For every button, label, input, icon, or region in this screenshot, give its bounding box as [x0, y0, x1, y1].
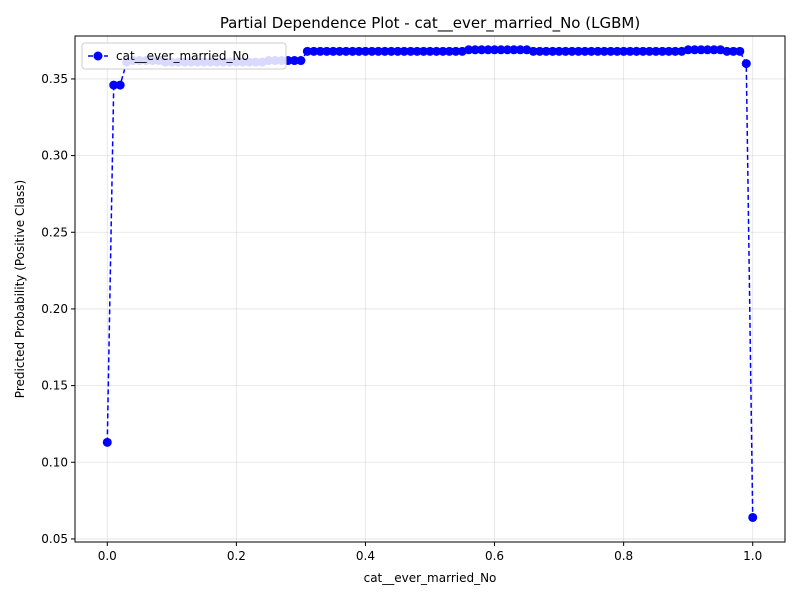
data-point — [625, 46, 635, 56]
x-tick-label: 1.0 — [743, 549, 762, 563]
data-point — [289, 56, 299, 66]
data-point — [593, 46, 603, 56]
data-point — [612, 46, 622, 56]
y-tick-label: 0.20 — [41, 302, 68, 316]
data-point — [632, 46, 642, 56]
data-point — [683, 45, 693, 55]
legend: cat__ever_married_No — [81, 42, 287, 70]
data-point — [515, 45, 525, 55]
data-point — [638, 46, 648, 56]
x-tick-label: 0.8 — [614, 549, 633, 563]
data-point — [425, 46, 435, 56]
data-point — [541, 46, 551, 56]
x-tick-label: 0.0 — [98, 549, 117, 563]
data-point — [102, 437, 112, 447]
data-point — [644, 46, 654, 56]
data-point — [315, 46, 325, 56]
data-point — [412, 46, 422, 56]
data-point — [728, 46, 738, 56]
y-tick-label: 0.15 — [41, 379, 68, 393]
data-point — [664, 46, 674, 56]
data-point — [444, 46, 454, 56]
y-axis: 0.05 0.10 0.15 0.20 0.25 0.30 0.35 — [41, 72, 75, 546]
data-point — [386, 46, 396, 56]
data-point — [406, 46, 416, 56]
data-point — [399, 46, 409, 56]
data-point — [554, 46, 564, 56]
data-point — [573, 46, 583, 56]
y-tick-label: 0.10 — [41, 455, 68, 469]
data-point — [380, 46, 390, 56]
data-point — [464, 45, 474, 55]
data-point — [703, 45, 713, 55]
data-point — [748, 512, 758, 522]
data-point — [535, 46, 545, 56]
data-point — [586, 46, 596, 56]
legend-entry-label: cat__ever_married_No — [116, 49, 249, 63]
data-point — [373, 46, 383, 56]
data-point — [419, 46, 429, 56]
data-point — [528, 46, 538, 56]
data-point — [470, 45, 480, 55]
data-point — [561, 46, 571, 56]
data-point — [548, 46, 558, 56]
data-point — [451, 46, 461, 56]
data-point — [393, 46, 403, 56]
x-tick-label: 0.6 — [485, 549, 504, 563]
data-point — [696, 45, 706, 55]
data-point — [509, 45, 519, 55]
data-point — [502, 45, 512, 55]
grid — [75, 36, 785, 542]
y-tick-label: 0.05 — [41, 532, 68, 546]
data-point — [296, 56, 306, 66]
y-tick-label: 0.30 — [41, 149, 68, 163]
data-point — [619, 46, 629, 56]
data-point — [567, 46, 577, 56]
data-point — [580, 46, 590, 56]
x-axis: 0.0 0.2 0.4 0.6 0.8 1.0 — [98, 542, 762, 563]
data-point — [670, 46, 680, 56]
data-point — [302, 46, 312, 56]
data-point — [360, 46, 370, 56]
data-point — [496, 45, 506, 55]
data-point — [483, 45, 493, 55]
data-point — [354, 46, 364, 56]
chart-title: Partial Dependence Plot - cat__ever_marr… — [220, 14, 640, 33]
data-point — [709, 45, 719, 55]
data-point — [477, 45, 487, 55]
data-point — [606, 46, 616, 56]
legend-marker-swatch — [93, 51, 103, 61]
data-point — [431, 46, 441, 56]
data-point — [109, 80, 119, 90]
data-point — [328, 46, 338, 56]
data-point — [322, 46, 332, 56]
data-point — [490, 45, 500, 55]
data-point — [348, 46, 358, 56]
data-point — [335, 46, 345, 56]
data-point — [309, 46, 319, 56]
plot-frame — [74, 35, 786, 543]
data-point — [341, 46, 351, 56]
data-point — [115, 80, 125, 90]
data-point — [690, 45, 700, 55]
y-tick-label: 0.35 — [41, 72, 68, 86]
data-point — [651, 46, 661, 56]
y-tick-label: 0.25 — [41, 225, 68, 239]
data-point — [735, 46, 745, 56]
legend-box — [81, 42, 287, 70]
y-axis-label: Predicted Probability (Positive Class) — [13, 180, 27, 398]
data-point — [599, 46, 609, 56]
x-tick-label: 0.2 — [227, 549, 246, 563]
data-point — [741, 59, 751, 69]
data-point — [438, 46, 448, 56]
data-point — [722, 46, 732, 56]
data-point — [367, 46, 377, 56]
data-point — [657, 46, 667, 56]
x-tick-label: 0.4 — [356, 549, 375, 563]
x-axis-label: cat__ever_married_No — [364, 571, 497, 585]
